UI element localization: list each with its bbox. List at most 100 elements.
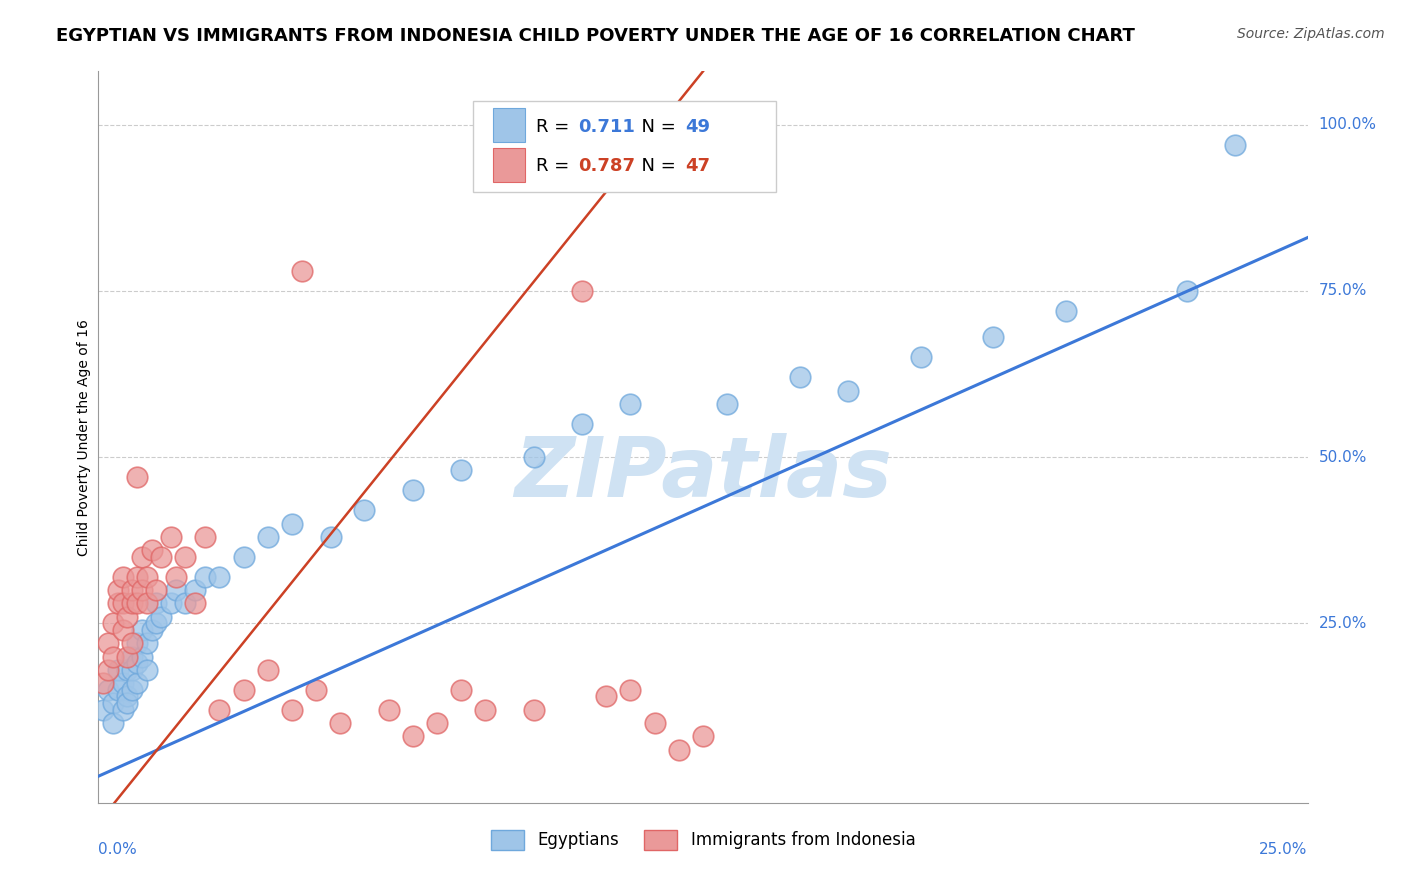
Point [111,596,134,610]
FancyBboxPatch shape [492,108,526,142]
Point [523,450,546,464]
Text: R =: R = [536,157,575,175]
Point [145,596,167,610]
Point [165,582,187,597]
Text: 49: 49 [685,118,710,136]
Point [290,264,312,278]
Point [141,543,163,558]
Point [194,530,217,544]
Point [1223,137,1246,152]
Point [145,616,167,631]
Point [426,716,449,731]
Point [208,570,231,584]
Point [329,716,352,731]
Text: N =: N = [630,118,682,136]
Text: 0.0%: 0.0% [98,842,138,856]
Point [131,549,153,564]
Point [256,530,278,544]
Point [111,703,134,717]
Text: 25.0%: 25.0% [1260,842,1308,856]
Point [135,570,157,584]
Point [131,582,153,597]
Point [131,649,153,664]
Point [127,470,149,484]
Text: 47: 47 [685,157,710,175]
Point [194,570,217,584]
Point [305,682,328,697]
Point [450,682,472,697]
Text: ZIPatlas: ZIPatlas [515,434,891,514]
Point [1054,303,1077,318]
Text: 0.711: 0.711 [578,118,636,136]
Text: 75.0%: 75.0% [1319,284,1367,298]
Point [377,703,399,717]
Point [135,663,157,677]
Point [121,663,143,677]
Point [101,696,124,710]
Point [127,596,149,610]
Text: Source: ZipAtlas.com: Source: ZipAtlas.com [1237,27,1385,41]
Point [1175,284,1198,298]
Point [97,636,120,650]
Point [121,596,143,610]
Point [256,663,278,677]
Y-axis label: Child Poverty Under the Age of 16: Child Poverty Under the Age of 16 [77,318,91,556]
Point [117,663,139,677]
Point [619,682,641,697]
Point [127,570,149,584]
Point [353,503,375,517]
Point [111,623,134,637]
Point [117,696,139,710]
Text: N =: N = [630,157,682,175]
Point [281,516,304,531]
Point [232,682,254,697]
Point [174,596,197,610]
Text: 50.0%: 50.0% [1319,450,1367,465]
Point [523,703,546,717]
Point [319,530,342,544]
Point [117,649,139,664]
Text: 0.787: 0.787 [578,157,636,175]
Point [127,656,149,670]
Point [127,636,149,650]
Point [165,570,187,584]
Legend: Egyptians, Immigrants from Indonesia: Egyptians, Immigrants from Indonesia [484,823,922,856]
Point [619,397,641,411]
Point [281,703,304,717]
Point [981,330,1004,344]
Point [450,463,472,477]
Point [107,596,129,610]
Point [571,417,593,431]
Point [107,663,129,677]
Point [644,716,666,731]
Point [402,729,425,743]
Point [402,483,425,498]
Point [174,549,197,564]
Point [97,663,120,677]
Text: 25.0%: 25.0% [1319,615,1367,631]
Point [121,649,143,664]
Point [184,596,207,610]
Point [141,623,163,637]
Point [595,690,617,704]
Point [111,676,134,690]
Point [107,682,129,697]
Point [474,703,496,717]
Point [692,729,714,743]
Point [837,384,859,398]
Point [101,716,124,731]
Text: EGYPTIAN VS IMMIGRANTS FROM INDONESIA CHILD POVERTY UNDER THE AGE OF 16 CORRELAT: EGYPTIAN VS IMMIGRANTS FROM INDONESIA CH… [56,27,1135,45]
Text: 100.0%: 100.0% [1319,117,1376,132]
Point [117,690,139,704]
Point [184,582,207,597]
Point [910,351,932,365]
Point [789,370,811,384]
Point [160,530,183,544]
FancyBboxPatch shape [474,101,776,192]
Point [232,549,254,564]
Point [101,649,124,664]
Point [101,616,124,631]
Point [107,582,129,597]
Point [91,676,114,690]
Point [121,582,143,597]
